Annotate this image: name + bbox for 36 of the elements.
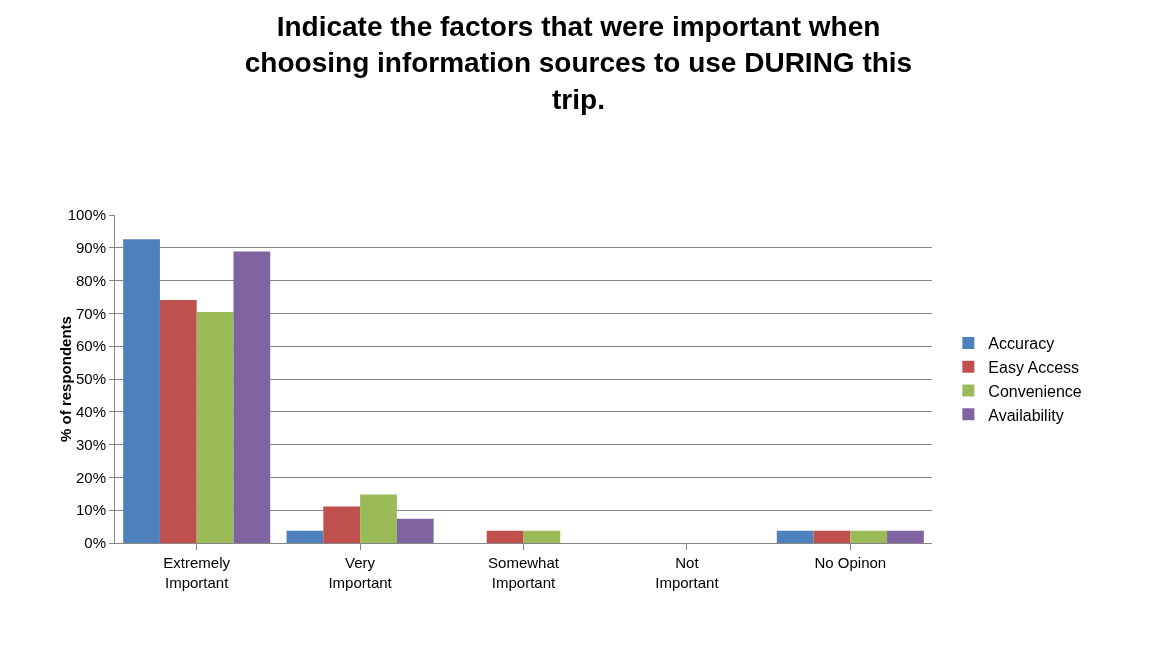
y-tick-label: 70% xyxy=(75,304,106,322)
bar xyxy=(360,494,397,543)
y-tick-label: 30% xyxy=(75,435,106,453)
y-tick-label: 60% xyxy=(75,337,106,355)
x-tick-label: Not Important xyxy=(655,554,720,591)
legend-label: Easy Access xyxy=(988,358,1080,376)
bar xyxy=(123,239,160,543)
bar xyxy=(286,530,324,543)
bar xyxy=(813,530,851,543)
chart-title: Indicate the factors that were important when choosing information sources to use DURING this trip. xyxy=(244,10,913,115)
bar xyxy=(323,506,361,543)
y-tick-label: 20% xyxy=(75,468,106,486)
y-tick-label: 10% xyxy=(75,501,106,519)
bar xyxy=(486,530,524,543)
x-tick-label: Very Important xyxy=(328,554,393,591)
bar xyxy=(523,530,561,543)
legend-label: Accuracy xyxy=(988,335,1055,353)
bar xyxy=(776,530,814,543)
bar xyxy=(396,518,434,543)
legend-label: Availability xyxy=(988,406,1064,424)
y-tick-label: 90% xyxy=(75,239,106,257)
bar xyxy=(196,312,234,543)
x-tick-label: Somewhat Important xyxy=(488,554,560,591)
bar xyxy=(233,251,271,543)
x-tick-label: No Opinon xyxy=(814,554,887,571)
bar xyxy=(850,530,888,543)
legend-label: Convenience xyxy=(988,382,1082,400)
y-tick-label: 100% xyxy=(67,206,106,224)
y-tick-label: 40% xyxy=(75,403,106,421)
y-tick-label: 80% xyxy=(75,271,106,289)
y-tick-label: 0% xyxy=(84,534,106,552)
y-axis-title: % of respondents xyxy=(56,316,74,442)
x-tick-label: Extremely Important xyxy=(163,554,231,591)
bar xyxy=(159,299,197,543)
y-tick-label: 50% xyxy=(75,370,106,388)
bar xyxy=(887,530,924,543)
